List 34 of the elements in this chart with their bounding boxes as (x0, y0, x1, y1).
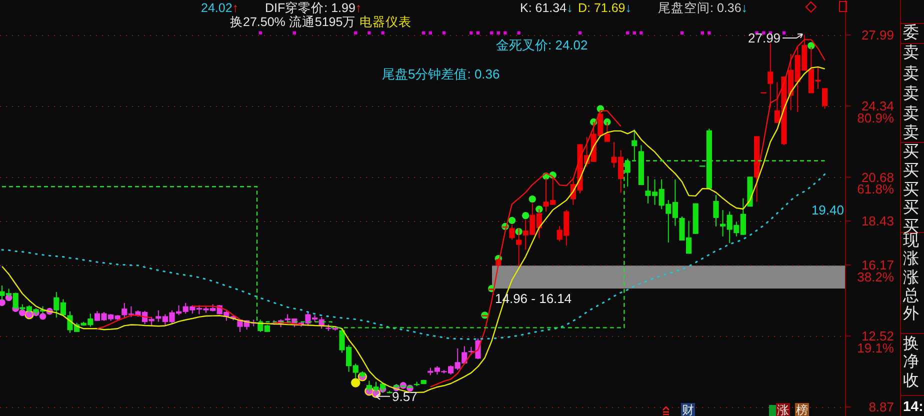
text: 总 (902, 286, 919, 304)
text: 卖 (903, 64, 919, 82)
text: 买 (903, 200, 919, 216)
annotation: 尾盘5分钟差值: 0.36 (382, 66, 500, 82)
text: 买 (903, 144, 919, 160)
y-tick-label: 27.99 (861, 28, 894, 43)
text: 涨 (903, 250, 919, 268)
text: 换 (903, 336, 919, 352)
text: 净 (903, 354, 919, 370)
annotation: 19.40 (811, 202, 844, 218)
annotation: 9.57 (392, 388, 418, 404)
y-tick-label: 8.87 (868, 400, 894, 415)
text: 卖 (903, 44, 919, 62)
text: 卖 (903, 84, 919, 102)
text: 买 (903, 162, 919, 180)
text: 买 (903, 182, 919, 198)
annotation: 尾盘空间: 0.36↓ (658, 1, 748, 15)
annotation: 电器仪表 (360, 15, 412, 29)
annotation: 24.02↑ (201, 1, 239, 15)
text: 卖 (903, 104, 919, 122)
y-tick-label: 18.43 (861, 214, 894, 229)
annotation: 换27.50% 流通5195万 (230, 14, 356, 29)
text: 卖 (903, 124, 919, 142)
annotation: DIF穿零价: 1.99↑ (265, 1, 362, 15)
text: 收 (903, 372, 919, 390)
annotation: D: 71.69↓ (578, 1, 632, 15)
text: 现 (903, 232, 919, 250)
text: 涨 (903, 268, 919, 286)
annotation: 金死叉价: 24.02 (496, 38, 588, 52)
text: 外 (903, 306, 919, 322)
annotation: K: 61.34↓ (520, 1, 573, 15)
text: 委 (903, 24, 919, 42)
text: 14: (903, 398, 924, 414)
annotation: 27.99 (748, 30, 781, 46)
